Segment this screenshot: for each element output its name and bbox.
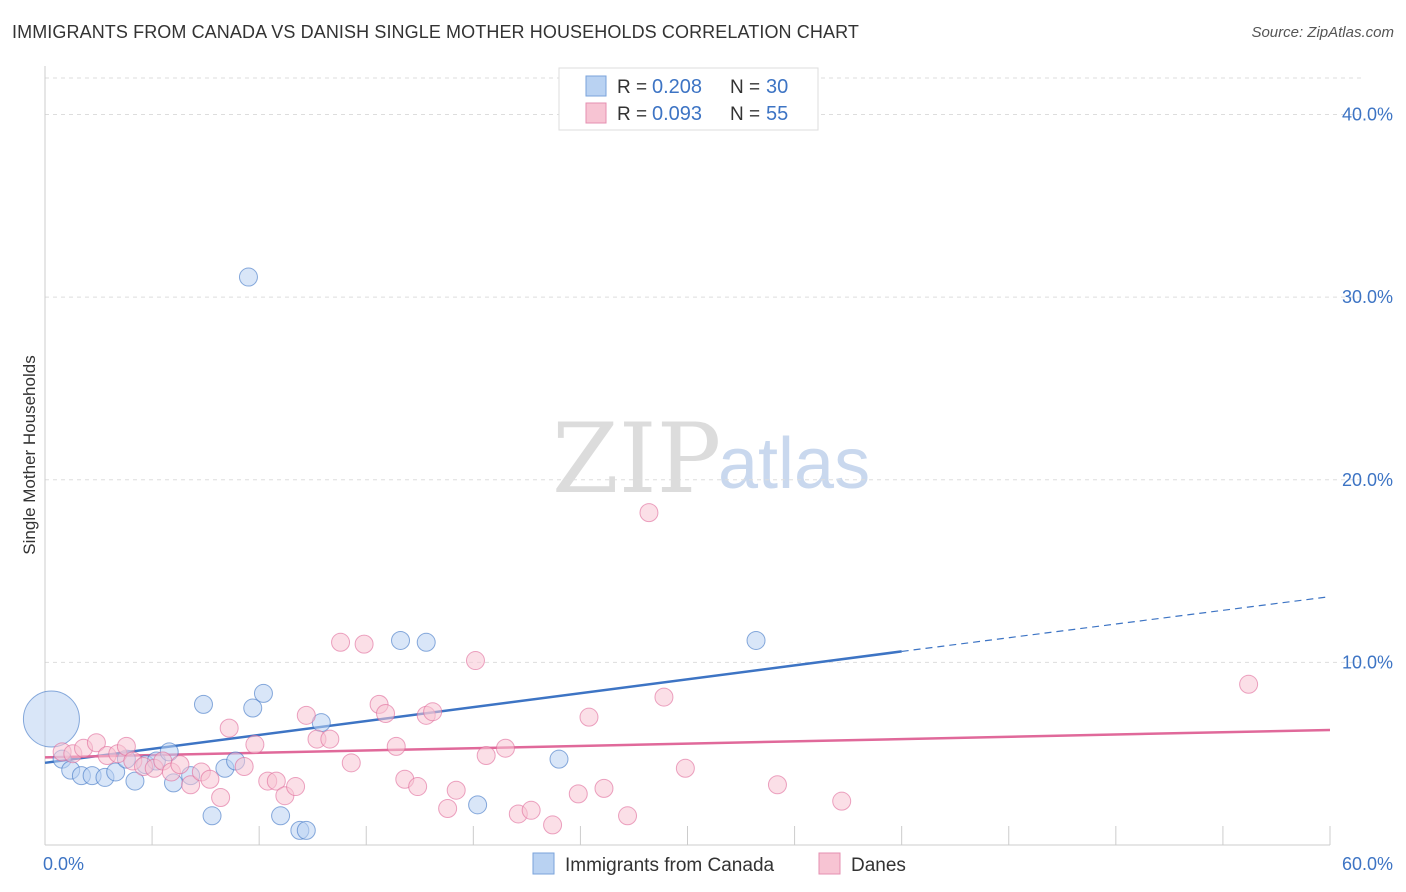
legend-swatch-danes	[818, 852, 841, 875]
danes-data-point	[423, 702, 443, 722]
canada-data-point	[253, 683, 273, 703]
y-tick-label: 40.0%	[1342, 105, 1393, 125]
stats-legend: R = 0.208 N = 30 R = 0.093 N = 55	[558, 67, 819, 131]
danes-data-point	[266, 771, 286, 791]
legend-label-canada: Immigrants from Canada	[565, 855, 775, 876]
grid-lines	[45, 77, 1365, 663]
canada-trend-line	[44, 650, 902, 765]
danes-data-point	[465, 651, 485, 671]
danes-data-point	[170, 755, 190, 775]
pink-r-label: R =	[617, 104, 647, 125]
danes-data-point	[476, 746, 496, 766]
pink-n-label: N =	[730, 104, 760, 125]
danes-data-point	[211, 788, 231, 808]
danes-data-point	[579, 707, 599, 727]
canada-data-point	[238, 267, 258, 287]
blue-series-swatch	[585, 75, 607, 97]
x-tick-label-min: 0.0%	[43, 854, 84, 874]
canada-data-point	[746, 630, 766, 650]
canada-data-point	[202, 806, 222, 826]
danes-data-point	[86, 733, 106, 753]
danes-data-point	[495, 738, 515, 758]
danes-data-point	[341, 753, 361, 773]
danes-data-point	[521, 800, 541, 820]
danes-data-point	[767, 775, 787, 795]
canada-data-point	[549, 749, 569, 769]
blue-r-label: R =	[617, 77, 647, 98]
danes-data-point	[654, 687, 674, 707]
canada-data-point	[271, 806, 291, 826]
canada-trend-extension	[901, 596, 1331, 653]
danes-data-point	[594, 778, 614, 798]
canada-data-point	[468, 795, 488, 815]
danes-data-point	[181, 775, 201, 795]
danes-data-point	[286, 777, 306, 797]
tick-labels: 10.0% 20.0% 30.0% 40.0% 0.0% 60.0%	[43, 105, 1393, 874]
chart-title: IMMIGRANTS FROM CANADA VS DANISH SINGLE …	[12, 22, 859, 42]
y-tick-label: 30.0%	[1342, 287, 1393, 307]
blue-r-value: 0.208	[652, 76, 702, 98]
chart-source: Source: ZipAtlas.com	[1251, 24, 1394, 41]
danes-data-point	[245, 735, 265, 755]
danes-data-point	[386, 736, 406, 756]
danes-data-point	[376, 704, 396, 724]
legend-label-danes: Danes	[851, 855, 906, 876]
canada-data-point	[296, 820, 316, 840]
y-tick-label: 10.0%	[1342, 652, 1393, 672]
pink-r-value: 0.093	[652, 103, 702, 125]
danes-data-point	[675, 758, 695, 778]
canada-data-point	[22, 690, 80, 748]
danes-data-point	[832, 791, 852, 811]
canada-data-point	[416, 632, 436, 652]
watermark-zip: ZIP	[552, 403, 721, 515]
danes-data-point	[639, 503, 659, 523]
y-tick-label: 20.0%	[1342, 470, 1393, 490]
danes-data-point	[200, 769, 220, 789]
legend-swatch-canada	[532, 852, 555, 875]
series-legend: Immigrants from Canada Danes	[532, 852, 906, 876]
trend-lines	[44, 596, 1331, 765]
danes-data-point	[296, 705, 316, 725]
blue-n-value: 30	[766, 76, 788, 98]
watermark-atlas: atlas	[718, 424, 870, 504]
pink-n-value: 55	[766, 103, 788, 125]
danes-data-point	[438, 798, 458, 818]
danes-data-point	[1239, 674, 1259, 694]
danes-data-point	[354, 634, 374, 654]
danes-data-point	[219, 718, 239, 738]
watermark: ZIP atlas	[552, 403, 870, 515]
pink-series-swatch	[585, 102, 607, 124]
canada-data-point	[106, 762, 126, 782]
danes-data-point	[320, 729, 340, 749]
danes-data-point	[568, 784, 588, 804]
data-points	[22, 267, 1259, 840]
danes-data-point	[446, 780, 466, 800]
canada-data-point	[243, 698, 263, 718]
canada-data-point	[193, 694, 213, 714]
canada-data-point	[391, 630, 411, 650]
danes-data-point	[408, 777, 428, 797]
danes-data-point	[331, 632, 351, 652]
danes-data-point	[234, 756, 254, 776]
danes-data-point	[618, 806, 638, 826]
blue-n-label: N =	[730, 77, 760, 98]
x-tick-label-max: 60.0%	[1342, 854, 1393, 874]
canada-data-point	[125, 771, 145, 791]
danes-data-point	[543, 815, 563, 835]
y-axis-title: Single Mother Households	[20, 355, 39, 554]
